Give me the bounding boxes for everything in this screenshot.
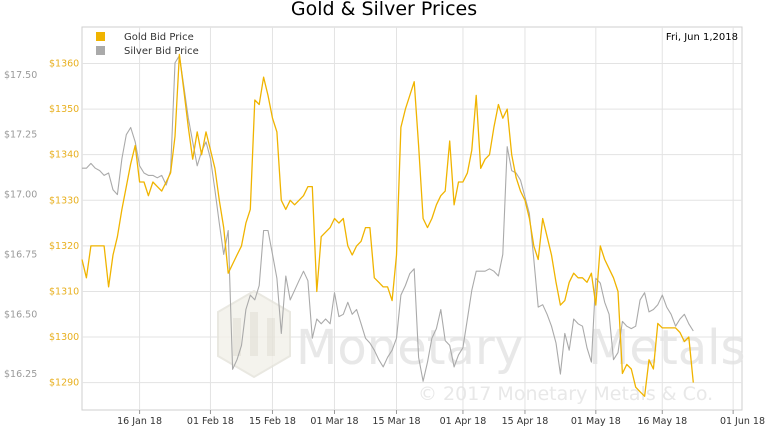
x-tick-label: 01 Apr 18 [440,416,487,427]
gold-tick-label: $1300 [49,332,79,343]
series-line-gold [81,53,694,397]
x-tick-label: 01 Feb 18 [187,416,234,427]
x-tick-label: 15 Feb 18 [249,416,296,427]
chart-title: Gold & Silver Prices [291,0,477,20]
legend-label-silver: Silver Bid Price [124,46,199,57]
silver-tick-label: $17.50 [4,70,37,81]
x-tick-label: 16 May 18 [637,416,687,427]
x-tick-label: 16 Jan 18 [117,416,162,427]
watermark-logo-icon [217,289,291,379]
x-tick-label: 15 Apr 18 [502,416,549,427]
x-tick-label: 01 Jun 18 [720,416,765,427]
plot-area [81,26,743,411]
silver-tick-label: $16.75 [4,249,37,260]
x-tick-label: 01 May 18 [571,416,621,427]
date-label: Fri, Jun 1,2018 [666,32,738,43]
series-lines [81,53,694,397]
gold-tick-label: $1290 [49,378,79,389]
watermark-copyright: © 2017 Monetary Metals & Co. [418,383,713,405]
watermark-brand-right: Metals [588,320,746,376]
legend-label-gold: Gold Bid Price [124,32,194,43]
silver-tick-label: $16.25 [4,369,37,380]
gridlines [82,27,742,410]
gold-tick-label: $1310 [49,286,79,297]
x-tick-label: 15 Mar 18 [372,416,420,427]
gold-tick-label: $1320 [49,241,79,252]
gold-axis-ticks: $1290 $1300 $1310 $1320 $1330 $1340 $1350 $1360 [49,58,79,388]
legend-swatch-gold [96,32,105,41]
legend: Gold Bid Price Silver Bid Price [96,32,199,57]
legend-swatch-silver [96,46,105,55]
silver-tick-label: $16.50 [4,309,37,320]
gold-tick-label: $1340 [49,150,79,161]
gold-tick-label: $1360 [49,58,79,69]
gold-tick-label: $1350 [49,104,79,115]
silver-tick-label: $17.25 [4,130,37,141]
x-axis-ticks: 16 Jan 18 01 Feb 18 15 Feb 18 01 Mar 18 15 M… [117,410,765,427]
gold-tick-label: $1330 [49,195,79,206]
watermark: Monetary Metals © 2017 Monetary Metals &… [217,289,746,405]
left-axis-ticks: $16.25 $16.50 $16.75 $17.00 $17.25 $17.50 [4,70,37,380]
watermark-brand-left: Monetary [296,320,523,376]
silver-tick-label: $17.00 [4,190,37,201]
x-tick-label: 01 Mar 18 [310,416,358,427]
